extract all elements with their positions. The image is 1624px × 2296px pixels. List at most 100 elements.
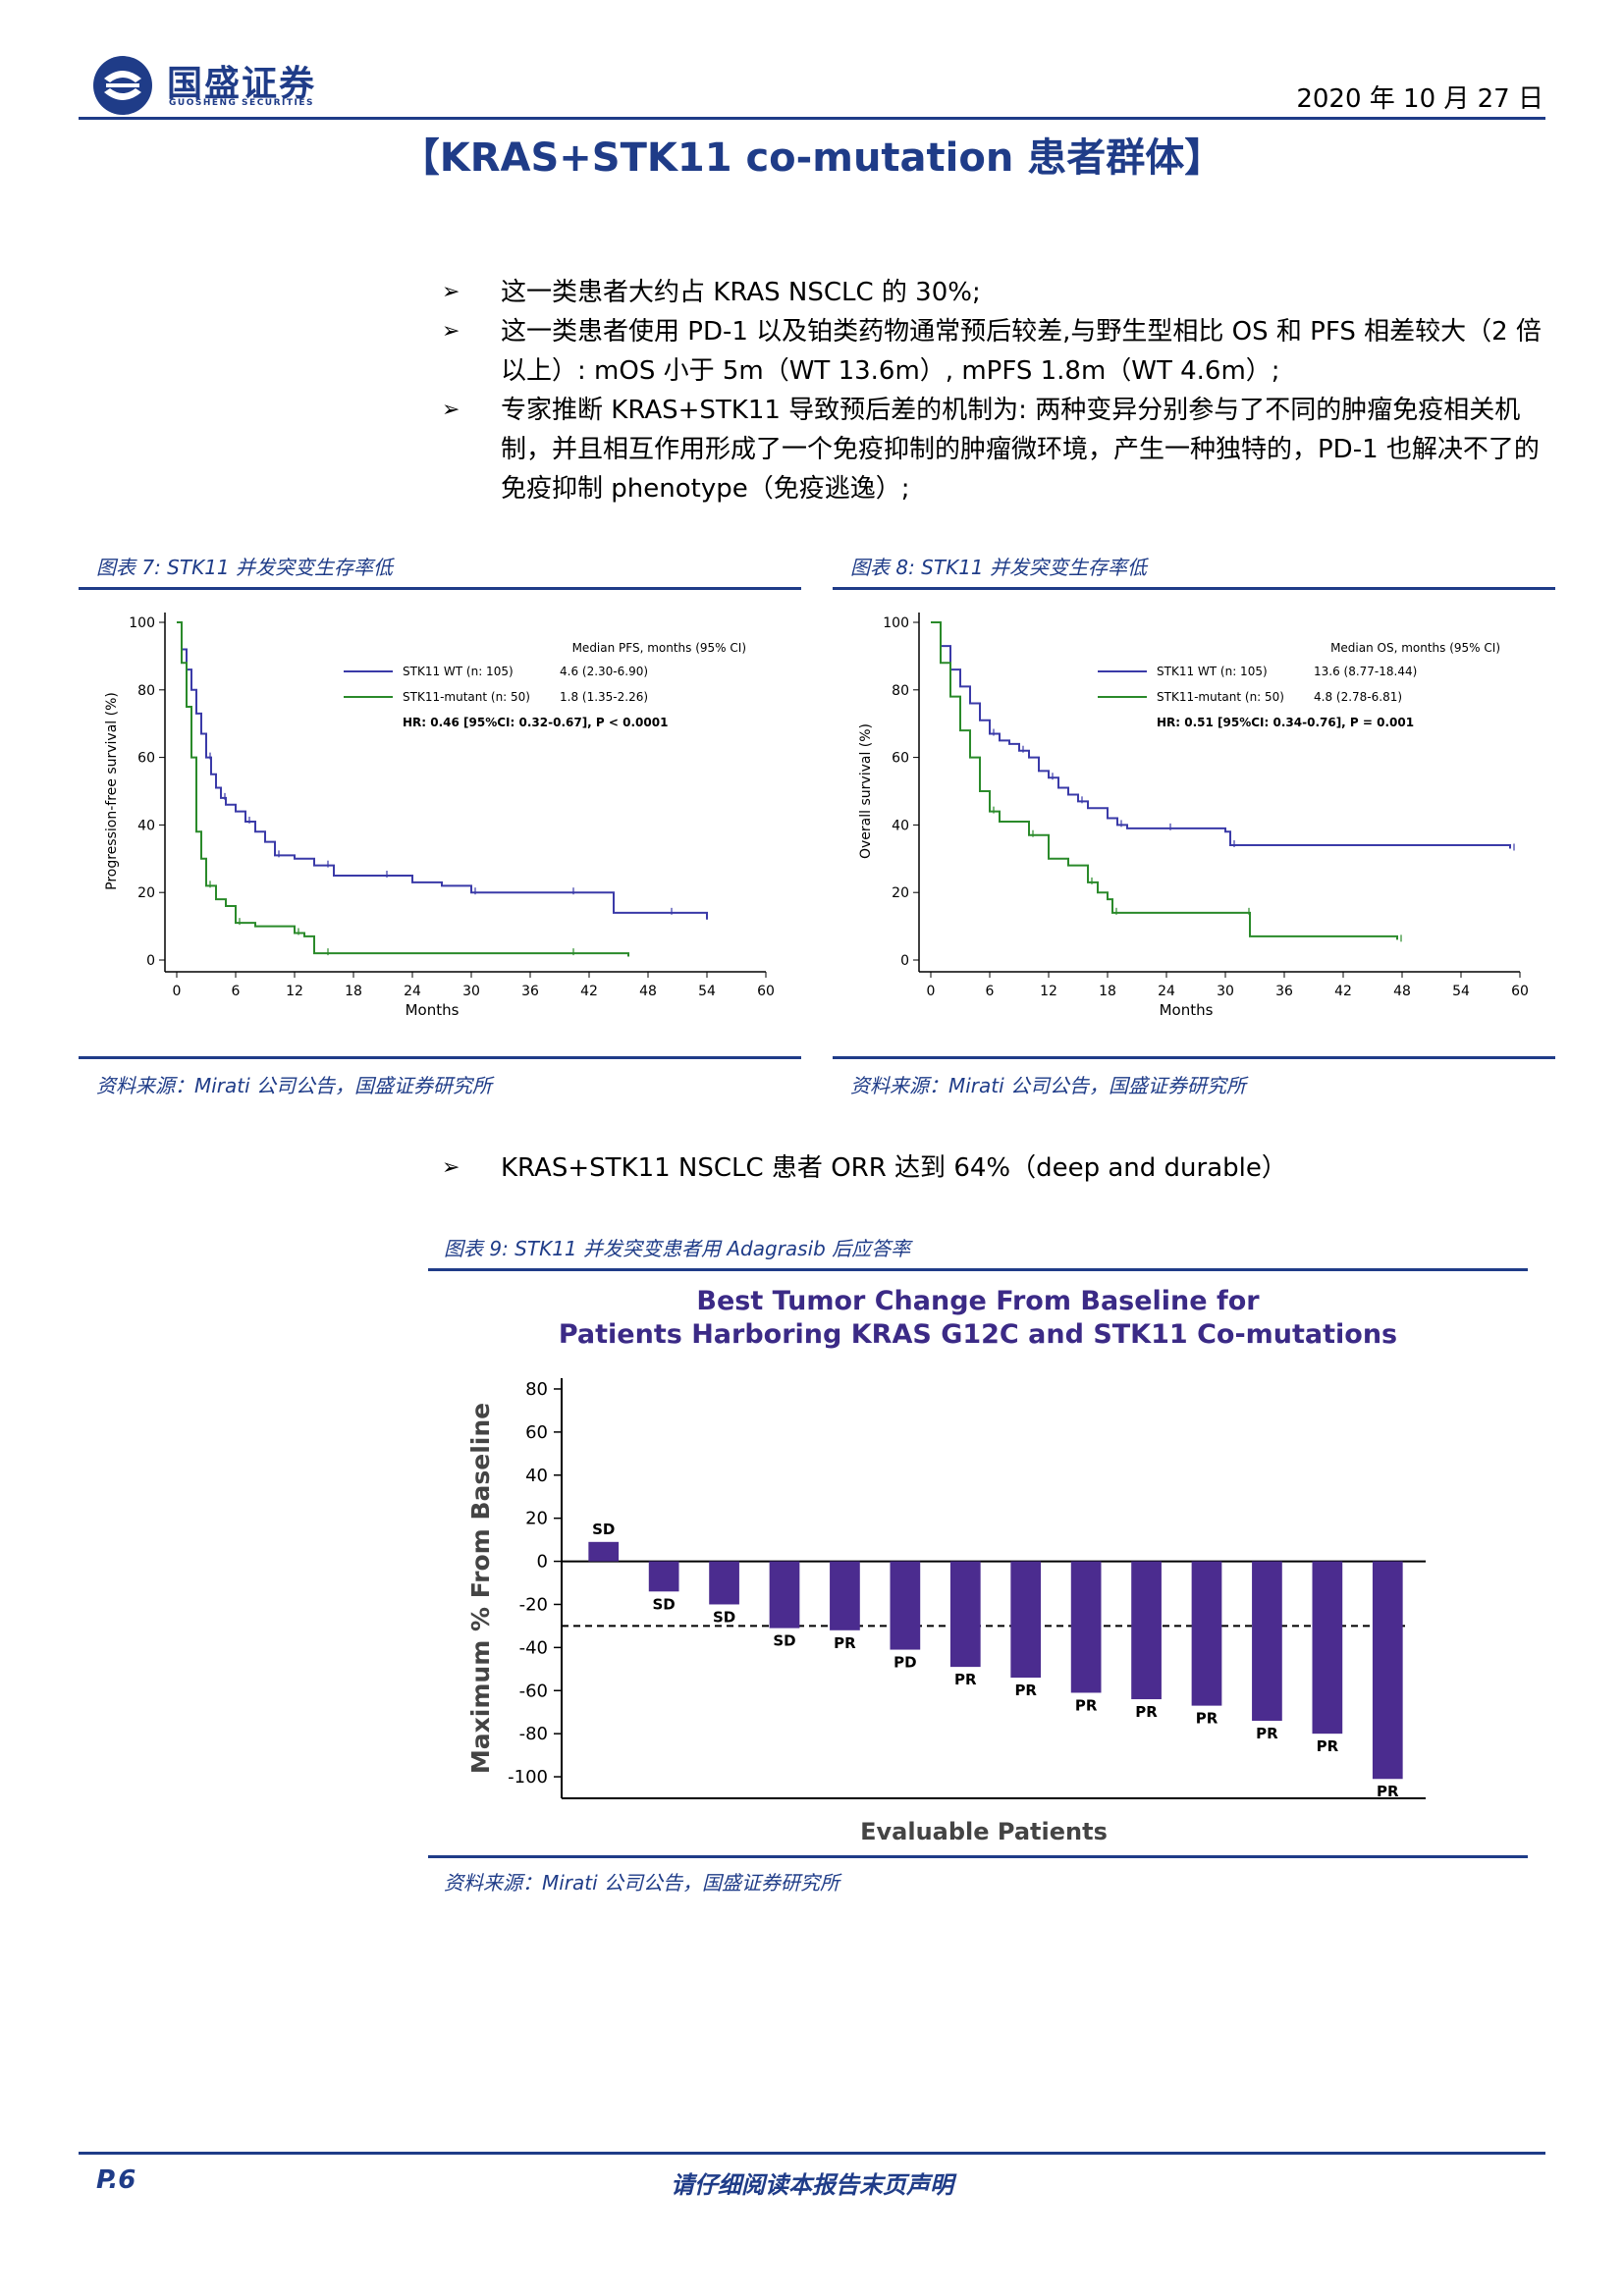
bar-label: PR bbox=[834, 1634, 856, 1652]
bar-label: PD bbox=[893, 1654, 916, 1672]
fig9-source: 资料来源：Mirati 公司公告，国盛证券研究所 bbox=[444, 1871, 840, 1895]
bar bbox=[1252, 1561, 1282, 1721]
legend-median: 4.6 (2.30-6.90) bbox=[560, 665, 648, 678]
bullet-list-2: ➢ KRAS+STK11 NSCLC 患者 ORR 达到 64%（deep and… bbox=[442, 1148, 1551, 1188]
bar bbox=[1312, 1561, 1343, 1735]
x-tick-label: 24 bbox=[404, 984, 421, 999]
x-tick-label: 18 bbox=[345, 984, 362, 999]
x-tick-label: 0 bbox=[173, 984, 182, 999]
bullet-mark-icon: ➢ bbox=[442, 319, 460, 344]
bullet-text: KRAS+STK11 NSCLC 患者 ORR 达到 64%（deep and … bbox=[501, 1153, 1287, 1183]
series-line-mutant bbox=[931, 621, 1398, 940]
legend-name: STK11-mutant (n: 50) bbox=[403, 690, 530, 704]
bullet-text: 这一类患者大约占 KRAS NSCLC 的 30%; bbox=[501, 278, 981, 307]
y-tick-label: 20 bbox=[137, 885, 155, 901]
page-number: P.6 bbox=[96, 2165, 136, 2195]
logo-icon bbox=[93, 56, 152, 115]
y-tick-label: 100 bbox=[883, 615, 909, 631]
x-tick-label: 18 bbox=[1099, 984, 1116, 999]
header-logo: 国盛证券 GUOSHENG SECURITIES bbox=[90, 49, 346, 118]
footer-notice: 请仔细阅读本报告末页声明 bbox=[671, 2171, 953, 2199]
bullet-item: ➢ 专家推断 KRAS+STK11 导致预后差的机制为: 两种变异分别参与了不同的… bbox=[442, 391, 1551, 508]
x-tick-label: 24 bbox=[1158, 984, 1175, 999]
x-tick-label: 30 bbox=[1217, 984, 1234, 999]
x-tick-label: 30 bbox=[462, 984, 480, 999]
x-tick-label: 36 bbox=[1275, 984, 1293, 999]
y-tick-label: 40 bbox=[525, 1466, 548, 1486]
fig7-bottom-rule bbox=[79, 1056, 801, 1059]
x-tick-label: 60 bbox=[1511, 984, 1529, 999]
series-line-wt bbox=[931, 621, 1511, 849]
bar-label: SD bbox=[773, 1632, 795, 1650]
y-tick-label: -60 bbox=[519, 1681, 548, 1701]
x-tick-label: 12 bbox=[1040, 984, 1057, 999]
y-axis-label: Progression-free survival (%) bbox=[104, 692, 120, 890]
y-axis-label: Maximum % From Baseline bbox=[466, 1403, 495, 1774]
bar bbox=[1070, 1561, 1102, 1693]
fig8-bottom-rule bbox=[833, 1056, 1555, 1059]
fig7-pfs-chart: 0 20 40 60 80 100 0 6 12 18 24 30 36 42 48 54 60 Months Pr… bbox=[104, 613, 775, 1019]
chart-title-line: Best Tumor Change From Baseline for bbox=[696, 1286, 1260, 1316]
bullet-item: ➢ 这一类患者使用 PD-1 以及铂类药物通常预后较差,与野生型相比 OS 和 P… bbox=[442, 312, 1551, 391]
bar-label: PR bbox=[1135, 1703, 1158, 1721]
legend-median: 4.8 (2.78-6.81) bbox=[1314, 690, 1402, 704]
legend-median: 13.6 (8.77-18.44) bbox=[1314, 665, 1417, 678]
y-tick-label: -80 bbox=[519, 1724, 548, 1744]
y-tick-label: 0 bbox=[900, 953, 909, 969]
fig7-source: 资料来源：Mirati 公司公告，国盛证券研究所 bbox=[96, 1074, 493, 1097]
legend-title: Median OS, months (95% CI) bbox=[1330, 641, 1500, 655]
bullet-mark-icon: ➢ bbox=[442, 280, 460, 304]
x-tick-label: 12 bbox=[286, 984, 303, 999]
bar-label: PR bbox=[1196, 1710, 1218, 1728]
legend-name: STK11 WT (n: 105) bbox=[403, 665, 514, 678]
bar bbox=[588, 1541, 620, 1562]
bar bbox=[1372, 1561, 1403, 1780]
x-tick-label: 36 bbox=[521, 984, 539, 999]
bullet-item: ➢ KRAS+STK11 NSCLC 患者 ORR 达到 64%（deep and… bbox=[442, 1148, 1551, 1188]
bar-label: SD bbox=[592, 1521, 615, 1538]
series-line-mutant bbox=[177, 621, 629, 957]
legend-title: Median PFS, months (95% CI) bbox=[572, 641, 746, 655]
x-tick-label: 42 bbox=[580, 984, 598, 999]
bullet-mark-icon: ➢ bbox=[442, 398, 460, 422]
x-tick-label: 54 bbox=[698, 984, 716, 999]
bar bbox=[949, 1561, 981, 1668]
bar bbox=[1010, 1561, 1042, 1679]
y-tick-label: 60 bbox=[892, 751, 909, 767]
y-tick-label: 80 bbox=[525, 1379, 548, 1400]
hazard-ratio-annotation: HR: 0.51 [95%CI: 0.34-0.76], P = 0.001 bbox=[1157, 716, 1414, 729]
y-tick-label: 40 bbox=[137, 818, 155, 833]
y-tick-label: 80 bbox=[892, 683, 909, 699]
x-tick-label: 6 bbox=[986, 984, 995, 999]
bar-label: PR bbox=[1075, 1696, 1098, 1714]
series-line-wt bbox=[177, 621, 708, 920]
fig8-top-rule bbox=[833, 587, 1555, 590]
x-axis-label: Months bbox=[1160, 1001, 1214, 1019]
bar-label: PR bbox=[954, 1671, 977, 1688]
header-rule bbox=[79, 117, 1545, 120]
fig8-source: 资料来源：Mirati 公司公告，国盛证券研究所 bbox=[850, 1074, 1247, 1097]
hazard-ratio-annotation: HR: 0.46 [95%CI: 0.32-0.67], P < 0.0001 bbox=[403, 716, 668, 729]
footer-rule bbox=[79, 2152, 1545, 2155]
bar bbox=[830, 1561, 860, 1630]
y-tick-label: 40 bbox=[892, 818, 909, 833]
bar-label: PR bbox=[1256, 1725, 1278, 1742]
y-tick-label: 80 bbox=[137, 683, 155, 699]
bar-label: SD bbox=[713, 1608, 735, 1626]
x-tick-label: 54 bbox=[1452, 984, 1470, 999]
y-tick-label: -40 bbox=[519, 1637, 548, 1658]
y-tick-label: 20 bbox=[892, 885, 909, 901]
fig9-bar-chart: Best Tumor Change From Baseline forPatie… bbox=[466, 1286, 1426, 1845]
bullet-list: ➢ 这一类患者大约占 KRAS NSCLC 的 30%; ➢ 这一类患者使用 PD-… bbox=[442, 273, 1551, 508]
fig9-bottom-rule bbox=[428, 1855, 1528, 1858]
bar bbox=[709, 1561, 739, 1605]
y-tick-label: 20 bbox=[525, 1509, 548, 1529]
y-tick-label: 100 bbox=[129, 615, 155, 631]
bar-label: SD bbox=[653, 1595, 676, 1613]
bar-label: PR bbox=[1377, 1783, 1399, 1800]
y-tick-label: -100 bbox=[508, 1767, 548, 1788]
bar bbox=[1191, 1561, 1222, 1706]
y-tick-label: 60 bbox=[137, 751, 155, 767]
bar bbox=[648, 1561, 679, 1592]
y-tick-label: -20 bbox=[519, 1594, 548, 1615]
